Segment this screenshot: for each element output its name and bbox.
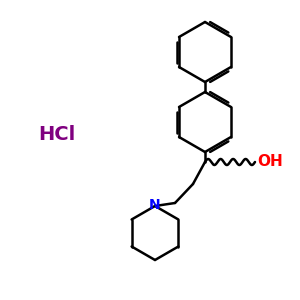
- Text: HCl: HCl: [38, 125, 75, 145]
- Text: N: N: [149, 198, 161, 212]
- Text: OH: OH: [257, 154, 283, 169]
